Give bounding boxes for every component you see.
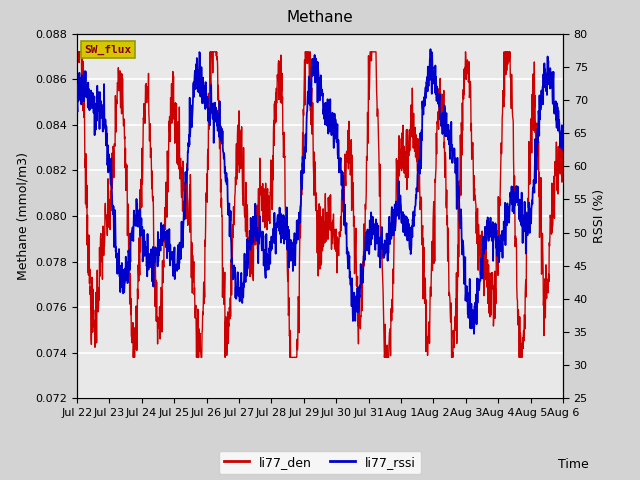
Text: Time: Time (558, 458, 589, 471)
Y-axis label: RSSI (%): RSSI (%) (593, 189, 606, 243)
Legend: li77_den, li77_rssi: li77_den, li77_rssi (219, 451, 421, 474)
Text: Methane: Methane (287, 10, 353, 24)
Y-axis label: Methane (mmol/m3): Methane (mmol/m3) (17, 152, 29, 280)
Text: SW_flux: SW_flux (84, 45, 131, 55)
